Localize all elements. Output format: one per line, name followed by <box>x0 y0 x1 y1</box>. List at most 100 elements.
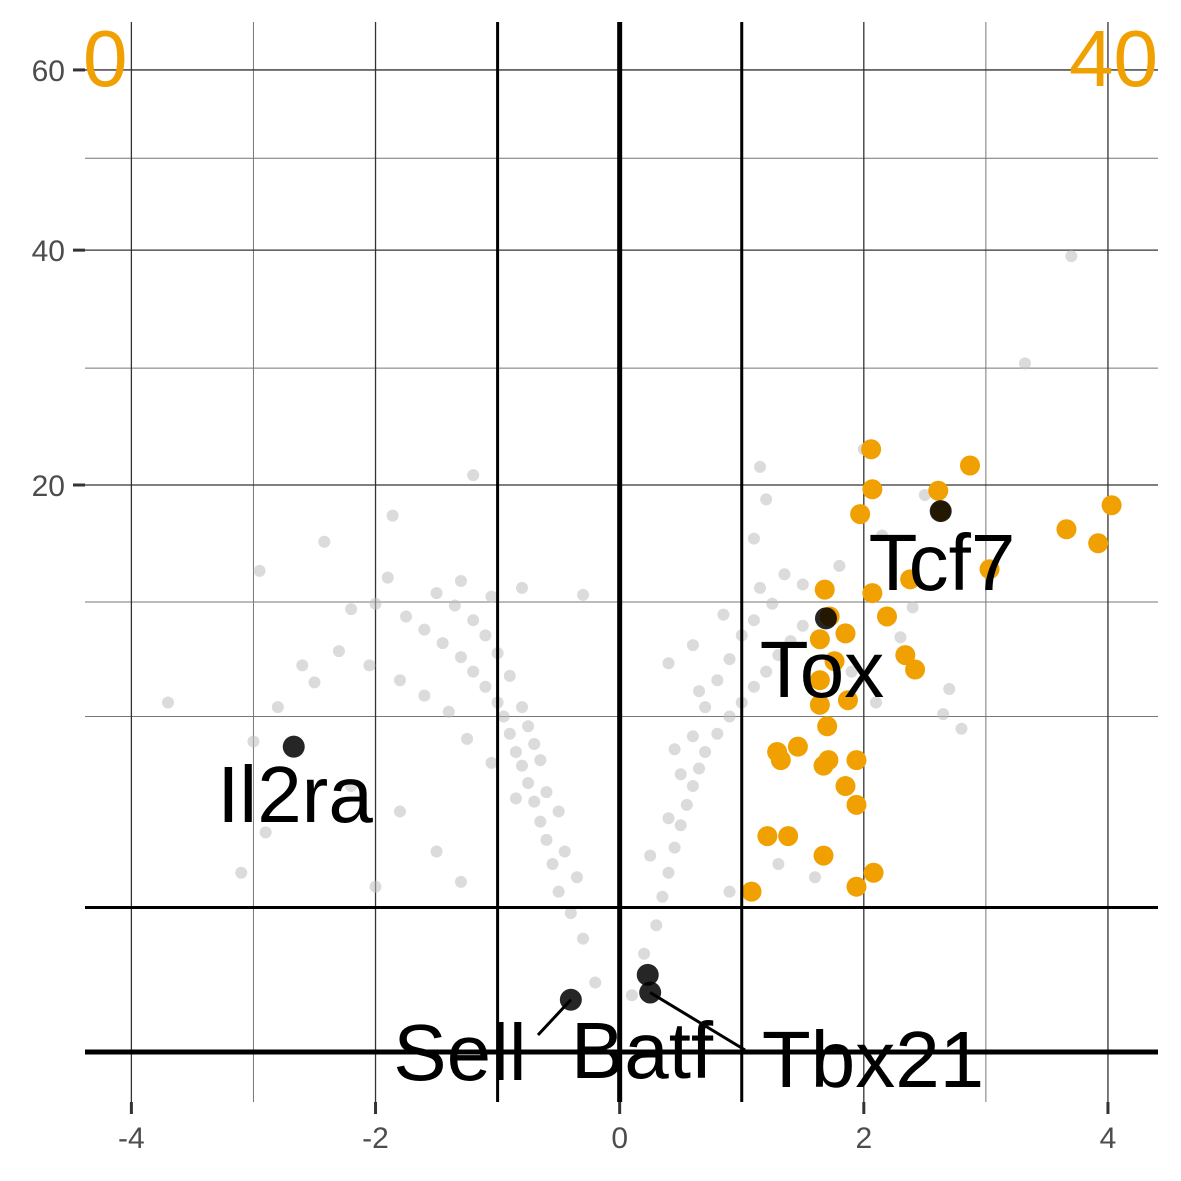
point <box>454 651 467 664</box>
point <box>577 932 590 945</box>
point <box>937 708 950 721</box>
point <box>809 694 830 715</box>
point <box>686 639 699 652</box>
point <box>817 716 838 737</box>
y-tick-label: 20 <box>32 470 65 503</box>
point <box>943 682 956 695</box>
point <box>454 875 467 888</box>
point <box>638 947 651 960</box>
point <box>835 623 856 644</box>
point <box>1088 533 1109 554</box>
point <box>552 805 565 818</box>
point <box>824 651 845 672</box>
point <box>747 614 760 627</box>
point <box>516 759 529 772</box>
point <box>837 690 858 711</box>
point <box>693 762 706 775</box>
labeled-point <box>636 963 659 986</box>
point <box>870 696 883 709</box>
point <box>589 976 602 989</box>
point <box>363 659 376 672</box>
point <box>833 559 846 572</box>
point <box>668 743 681 756</box>
point <box>757 826 778 847</box>
point <box>552 885 565 898</box>
point <box>235 866 248 879</box>
point <box>467 614 480 627</box>
label-segment <box>649 991 746 1052</box>
point <box>345 780 358 793</box>
point <box>448 599 461 612</box>
point <box>393 805 406 818</box>
point <box>808 871 821 884</box>
point <box>900 569 921 590</box>
point <box>674 819 687 832</box>
point <box>485 756 498 769</box>
point <box>760 493 773 506</box>
point <box>528 795 541 808</box>
point <box>534 754 547 767</box>
labeled-point <box>282 735 305 758</box>
point <box>723 710 736 723</box>
point <box>778 826 799 847</box>
point <box>711 727 724 740</box>
point <box>928 480 949 501</box>
point <box>693 685 706 698</box>
labeled-point <box>929 500 952 523</box>
point <box>723 885 736 898</box>
point <box>850 504 871 525</box>
point <box>862 479 883 500</box>
point <box>528 738 541 751</box>
point <box>430 587 443 600</box>
point <box>558 845 571 858</box>
point <box>1065 250 1078 263</box>
point <box>809 629 830 650</box>
point <box>1018 357 1031 370</box>
point <box>809 670 830 691</box>
point <box>436 637 449 650</box>
point <box>760 665 773 678</box>
point <box>509 745 522 758</box>
point <box>955 722 968 735</box>
point <box>906 601 919 614</box>
point <box>662 812 675 825</box>
point <box>369 597 382 610</box>
point <box>271 701 284 714</box>
point <box>393 674 406 687</box>
point <box>461 732 474 745</box>
point <box>754 581 767 594</box>
point <box>467 665 480 678</box>
point <box>253 564 266 577</box>
point <box>546 857 559 870</box>
point <box>747 532 760 545</box>
point <box>770 750 791 771</box>
point <box>485 590 498 603</box>
point <box>787 736 808 757</box>
corner-count: 0 <box>83 14 128 103</box>
point <box>813 755 834 776</box>
point <box>522 777 535 790</box>
point <box>418 623 431 636</box>
y-tick-label: 60 <box>32 55 65 88</box>
x-tick-label: -4 <box>118 1122 145 1155</box>
point <box>766 597 779 610</box>
point <box>534 815 547 828</box>
point <box>318 535 331 548</box>
point <box>1056 519 1077 540</box>
point <box>479 680 492 693</box>
point <box>577 588 590 601</box>
point <box>918 489 931 502</box>
point <box>442 705 455 718</box>
point <box>516 581 529 594</box>
x-tick-label: 4 <box>1100 1122 1117 1155</box>
point <box>625 989 638 1002</box>
point <box>711 674 724 687</box>
point <box>503 727 516 740</box>
x-tick-label: 0 <box>611 1122 628 1155</box>
point <box>454 575 467 588</box>
point <box>895 645 916 666</box>
point <box>699 745 712 758</box>
point <box>662 866 675 879</box>
y-tick-label: 40 <box>32 235 65 268</box>
